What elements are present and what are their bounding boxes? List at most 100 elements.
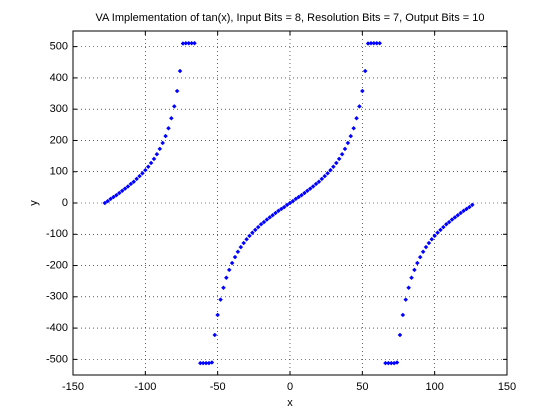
- point: [218, 297, 223, 302]
- point: [131, 179, 137, 185]
- point: [400, 312, 406, 318]
- point: [452, 215, 458, 220]
- point: [148, 160, 154, 166]
- point: [238, 244, 244, 250]
- y-axis-label: y: [28, 200, 40, 206]
- point: [154, 151, 160, 157]
- point: [250, 230, 255, 236]
- point: [345, 140, 351, 146]
- point: [443, 221, 449, 227]
- point: [446, 219, 452, 225]
- point: [229, 260, 235, 266]
- point: [226, 267, 232, 273]
- y-tick-label: -400: [46, 322, 68, 334]
- point: [414, 260, 420, 266]
- point: [449, 217, 455, 222]
- point: [397, 332, 403, 338]
- point: [362, 68, 368, 74]
- x-axis-label: x: [287, 397, 293, 409]
- point: [122, 186, 128, 191]
- y-tick-label: 500: [50, 41, 68, 53]
- point: [102, 200, 108, 206]
- point: [169, 115, 174, 121]
- point: [438, 227, 443, 233]
- point: [281, 204, 287, 210]
- point: [215, 312, 221, 318]
- point: [145, 164, 151, 170]
- point: [429, 236, 435, 242]
- point: [151, 156, 157, 162]
- point: [354, 115, 359, 121]
- point: [278, 206, 284, 212]
- point: [469, 202, 475, 208]
- point: [464, 206, 469, 212]
- point: [307, 186, 313, 191]
- point: [174, 88, 180, 94]
- x-tick-label: -150: [62, 381, 84, 393]
- y-tick-label: 300: [50, 103, 68, 115]
- point: [336, 156, 342, 162]
- point: [305, 188, 310, 194]
- point: [458, 210, 464, 216]
- point: [406, 285, 411, 291]
- point: [125, 184, 131, 189]
- point: [252, 227, 258, 233]
- point: [322, 173, 328, 179]
- point: [290, 198, 296, 204]
- y-tick-label: 100: [50, 166, 68, 178]
- point: [166, 125, 171, 131]
- point: [247, 233, 252, 239]
- point: [276, 208, 281, 214]
- point: [270, 212, 275, 218]
- point: [235, 249, 241, 255]
- point: [467, 204, 472, 210]
- point: [140, 170, 145, 176]
- point: [325, 170, 330, 176]
- point: [111, 194, 116, 200]
- x-tick-label: 150: [498, 381, 516, 393]
- point: [313, 181, 319, 187]
- x-tick-label: 100: [425, 381, 443, 393]
- point: [333, 160, 339, 166]
- point: [420, 249, 426, 255]
- point: [157, 146, 163, 152]
- point: [284, 202, 290, 208]
- point: [296, 194, 302, 200]
- point: [328, 167, 333, 173]
- y-tick-label: 200: [50, 134, 68, 146]
- point: [310, 184, 316, 189]
- chart-title: VA Implementation of tan(x), Input Bits …: [96, 12, 485, 24]
- point: [440, 224, 446, 230]
- point: [267, 215, 273, 220]
- y-tick-label: -300: [46, 291, 68, 303]
- y-tick-label: 0: [62, 197, 68, 209]
- point: [232, 254, 238, 260]
- point: [359, 88, 365, 94]
- point: [134, 176, 140, 182]
- point: [108, 196, 113, 202]
- point: [261, 219, 267, 225]
- point: [394, 360, 400, 365]
- y-tick-label: 400: [50, 72, 68, 84]
- point: [273, 210, 278, 216]
- point: [244, 236, 249, 242]
- point: [192, 40, 197, 46]
- y-tick-label: -500: [46, 353, 68, 365]
- point: [377, 40, 383, 46]
- point: [119, 188, 125, 194]
- point: [409, 275, 414, 281]
- point: [241, 240, 247, 246]
- x-tick-label: 0: [287, 381, 293, 393]
- point: [412, 267, 417, 273]
- point: [316, 179, 322, 185]
- point: [426, 240, 432, 246]
- point: [435, 230, 440, 236]
- point: [114, 192, 119, 198]
- point: [455, 212, 461, 218]
- point: [293, 196, 299, 202]
- point: [209, 360, 215, 365]
- point: [423, 244, 429, 250]
- point: [342, 146, 348, 152]
